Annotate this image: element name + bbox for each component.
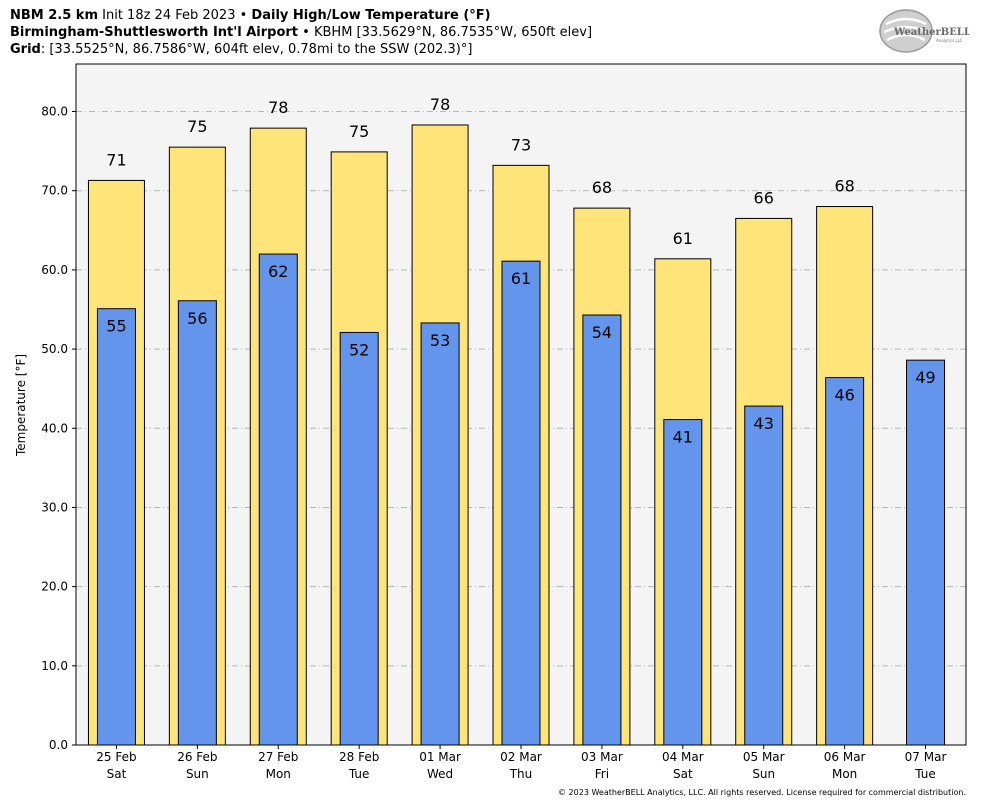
weatherbell-logo: WeatherBELL Analytics LLC [879, 9, 970, 53]
low-temp-bar [906, 359, 946, 746]
y-axis-label: Temperature [°F] [14, 354, 28, 457]
model-name: NBM 2.5 km [10, 8, 98, 23]
low-temp-bar [744, 405, 784, 746]
y-tick-labels: 0.0 10.0 20.0 30.0 40.0 50.0 60.0 70.0 80.0 [41, 105, 76, 752]
low-temp-label: 49 [915, 368, 935, 387]
x-tick-label-day: Tue [348, 767, 370, 781]
x-tick-label-day: Mon [832, 767, 857, 781]
low-temp-label: 53 [430, 331, 450, 350]
y-tick-label: 70.0 [41, 184, 68, 198]
y-tick-label: 0.0 [49, 738, 68, 752]
grid-details: : [33.5525°N, 86.7586°W, 604ft elev, 0.7… [40, 42, 473, 57]
x-tick-label-date: 07 Mar [905, 750, 947, 764]
low-temp-label: 54 [592, 323, 612, 342]
low-temp-bar [420, 322, 460, 746]
x-tick-label-day: Wed [427, 767, 453, 781]
x-tick-label-day: Fri [595, 767, 609, 781]
low-temp-bar [582, 314, 622, 746]
data-labels: 71 55 75 56 78 62 75 52 78 53 73 61 68 54 61 41 66 43 68 46… [106, 95, 935, 447]
low-temp-bar [501, 260, 541, 746]
y-tick-label: 10.0 [41, 659, 68, 673]
low-temp-label: 43 [754, 414, 774, 433]
low-temp-label: 62 [268, 262, 288, 281]
low-temp-label: 41 [673, 428, 693, 447]
x-tick-label-day: Sun [186, 767, 209, 781]
low-temp-label: 55 [106, 317, 126, 336]
high-temp-label: 61 [673, 229, 693, 248]
x-tick-label-date: 02 Mar [500, 750, 542, 764]
low-temp-bar [96, 308, 136, 746]
high-temp-label: 75 [349, 122, 369, 141]
x-tick-label-date: 28 Feb [339, 750, 379, 764]
y-tick-label: 40.0 [41, 421, 68, 435]
station-details: KBHM [33.5629°N, 86.7535°W, 650ft elev] [313, 25, 593, 40]
header-line-3: Grid: [33.5525°N, 86.7586°W, 604ft elev,… [10, 41, 472, 58]
x-tick-labels: 25 Feb Sat 26 Feb Sun 27 Feb Mon 28 Feb Tue 01 M… [96, 745, 946, 781]
header-line-1: NBM 2.5 km Init 18z 24 Feb 2023 • Daily … [10, 7, 491, 24]
x-tick-label-date: 25 Feb [96, 750, 136, 764]
y-tick-label: 50.0 [41, 342, 68, 356]
high-temp-label: 78 [430, 95, 450, 114]
low-temp-label: 61 [511, 269, 531, 288]
grid-label: Grid [10, 42, 41, 57]
y-tick-label: 60.0 [41, 263, 68, 277]
x-tick-label-day: Sat [107, 767, 127, 781]
x-tick-label-date: 01 Mar [419, 750, 461, 764]
y-tick-label: 30.0 [41, 500, 68, 514]
product-title: Daily High/Low Temperature (°F) [251, 8, 491, 23]
x-tick-label-day: Mon [266, 767, 291, 781]
logo-subtext: Analytics LLC [936, 38, 963, 43]
low-temp-bar [177, 300, 217, 746]
header-line-2: Birmingham-Shuttlesworth Int'l Airport •… [10, 24, 592, 41]
x-tick-label-date: 04 Mar [662, 750, 704, 764]
x-tick-label-day: Sun [752, 767, 775, 781]
bars [87, 124, 946, 746]
low-temp-label: 46 [834, 386, 854, 405]
x-tick-label-date: 03 Mar [581, 750, 623, 764]
low-temp-bar [339, 331, 379, 746]
high-temp-label: 75 [187, 117, 207, 136]
low-temp-label: 56 [187, 309, 207, 328]
station-name: Birmingham-Shuttlesworth Int'l Airport [10, 25, 299, 40]
plot-frame [75, 63, 967, 746]
x-tick-label-day: Tue [914, 767, 936, 781]
logo-wordmark: WeatherBELL [893, 27, 970, 38]
low-temp-bar [825, 377, 865, 746]
y-tick-label: 20.0 [41, 580, 68, 594]
copyright-footer: © 2023 WeatherBELL Analytics, LLC. All r… [558, 788, 966, 797]
separator: • [239, 8, 248, 23]
x-tick-label-date: 26 Feb [177, 750, 217, 764]
y-tick-label: 80.0 [41, 105, 68, 119]
x-tick-label-day: Sat [673, 767, 693, 781]
x-tick-label-day: Thu [509, 767, 533, 781]
high-temp-label: 73 [511, 135, 531, 154]
x-tick-label-date: 06 Mar [824, 750, 866, 764]
low-temp-bar [258, 253, 298, 746]
high-temp-label: 78 [268, 98, 288, 117]
high-temp-label: 71 [106, 150, 126, 169]
low-temp-bar [663, 419, 703, 746]
high-temp-label: 68 [834, 177, 854, 196]
x-tick-label-date: 05 Mar [743, 750, 785, 764]
init-time: Init 18z 24 Feb 2023 [102, 8, 236, 23]
low-temp-label: 52 [349, 340, 369, 359]
x-tick-label-date: 27 Feb [258, 750, 298, 764]
high-temp-label: 68 [592, 178, 612, 197]
separator: • [302, 25, 310, 40]
high-temp-label: 66 [754, 188, 774, 207]
